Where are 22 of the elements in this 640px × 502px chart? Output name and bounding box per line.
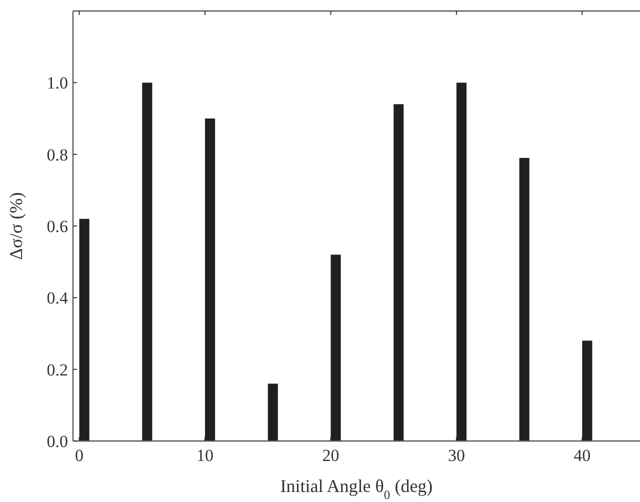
y-axis-title: Δσ/σ (%) <box>6 192 26 260</box>
x-tick-label: 40 <box>574 446 591 465</box>
x-tick-label: 20 <box>322 446 340 465</box>
y-tick-label: 0.6 <box>46 216 68 236</box>
y-tick-label: 0.4 <box>46 288 68 308</box>
x-axis-title: Initial Angle θ$_{0}$ (deg) <box>280 476 433 502</box>
x-tick-label: 10 <box>196 446 214 465</box>
bar <box>142 82 152 441</box>
bar <box>519 158 530 441</box>
y-tick-label: 0.0 <box>46 432 68 451</box>
bar <box>268 384 278 441</box>
y-tick-label: 0.8 <box>46 145 68 164</box>
bar <box>394 104 404 441</box>
x-tick-label: 0 <box>75 446 84 465</box>
bar <box>205 118 216 441</box>
bar <box>582 340 592 441</box>
y-tick-label: 0.2 <box>46 360 68 380</box>
bar <box>79 218 90 441</box>
y-tick-label: 1.0 <box>46 74 68 93</box>
bar <box>456 82 467 441</box>
x-tick-label: 30 <box>448 446 465 465</box>
bar <box>330 254 341 441</box>
